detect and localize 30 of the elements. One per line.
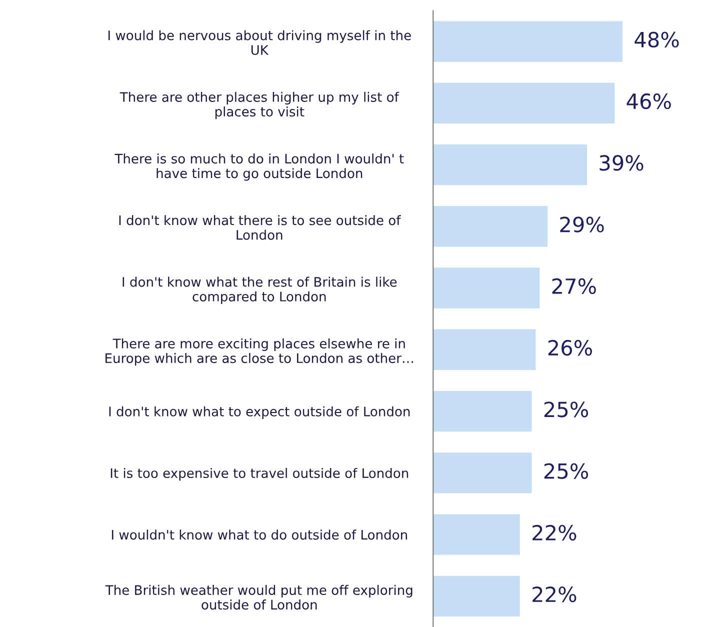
y-tick-label: I would be nervous about driving myself in the UK — [108, 30, 411, 55]
y-tick-label: I don't know what there is to see outside of London — [119, 215, 401, 240]
data-label: 25% — [544, 463, 588, 479]
y-tick-label: There are more exciting places elsewhe re in Europe which are as close to London as other… — [106, 338, 414, 366]
bar — [433, 452, 532, 494]
bar — [433, 144, 588, 186]
y-tick-label: I don't know what the rest of Britain is like compared to London — [122, 276, 397, 304]
bar — [433, 82, 615, 124]
bar — [433, 576, 520, 617]
y-tick-label: There are other places higher up my list of places to visit — [120, 92, 400, 120]
data-label: 26% — [548, 340, 592, 356]
bar — [433, 514, 520, 555]
bar — [433, 206, 548, 247]
y-tick-label: It is too expensive to travel outside of London — [110, 468, 408, 481]
y-tick-label: I don't know what to expect outside of London — [109, 406, 410, 419]
bar — [433, 268, 540, 308]
data-label: 48% — [634, 32, 679, 48]
bar — [433, 390, 532, 432]
bar — [433, 329, 536, 370]
data-label: 39% — [600, 155, 644, 171]
y-tick-label: The British weather would put me off exploring outside of London — [105, 584, 412, 610]
y-tick-label: There is so much to do in London I wouldn' t have time to go outside London — [114, 153, 404, 181]
data-label: 46% — [626, 93, 671, 110]
bar — [433, 21, 623, 62]
data-label: 27% — [552, 278, 596, 294]
data-label: 25% — [544, 402, 588, 418]
data-label: 22% — [532, 586, 576, 602]
data-label: 29% — [560, 216, 604, 232]
data-label: 22% — [532, 524, 576, 541]
y-tick-label: I wouldn't know what to do outside of London — [112, 530, 407, 540]
